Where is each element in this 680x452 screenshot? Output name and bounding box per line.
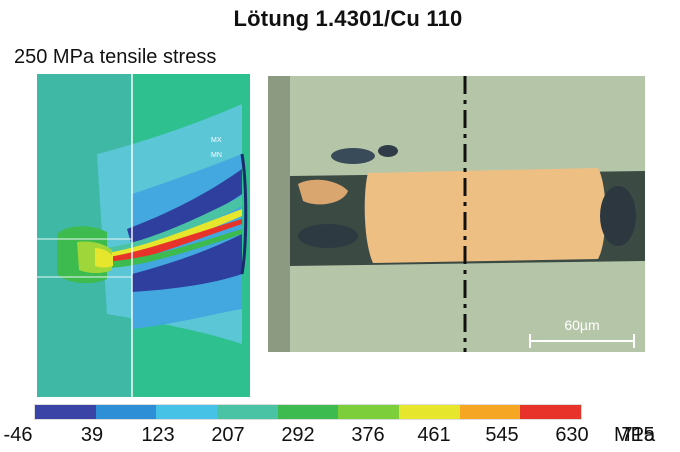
colorbar-ticks: -46 39 123 207 292 376 461 545 630 715 [0,424,680,448]
colorbar-segment [338,405,400,419]
colorbar-segment [217,405,278,419]
fe-edge-curve [240,153,248,275]
micrograph-image: 60µm [268,76,645,352]
tick-label: -46 [3,424,33,446]
micrograph-copper-fragment [298,179,348,205]
fe-mark-mn: MN [211,152,222,159]
tick-label: 292 [281,424,315,446]
fe-streak-green-lower [103,229,242,268]
micrograph-spot-4 [600,186,636,246]
fe-band-upper [127,169,242,246]
fe-streak-yellow [99,209,242,262]
colorbar-segment [35,405,96,419]
micrograph-spot-3 [298,224,358,248]
tick-label: 123 [141,424,175,446]
fe-streak-red [101,219,242,264]
figure-subtitle: 250 MPa tensile stress [14,46,217,68]
tick-label: 545 [485,424,519,446]
colorbar-segment [156,405,218,419]
colorbar-segment [277,405,339,419]
tick-label: 376 [351,424,385,446]
tick-label: 207 [211,424,245,446]
micrograph-spot-2 [378,145,398,157]
micrograph-spot-1 [331,148,375,164]
scale-bar-label: 60µm [564,317,599,333]
tick-label: 39 [80,424,104,446]
unit-label: MPa [614,424,656,446]
tick-label: 630 [555,424,589,446]
fe-streak-green [97,196,242,259]
fe-mark-mx: MX [211,137,222,144]
colorbar-segment [520,405,582,419]
micrograph-left-edge [268,76,290,352]
tick-label: 715 [621,424,655,446]
colorbar-segment [399,405,460,419]
micrograph-copper [364,168,606,263]
fe-stress-plot: MX MN [37,74,250,397]
colorbar-segment [95,405,157,419]
colorbar-segment [459,405,521,419]
fe-gap-peak [95,248,113,268]
stress-colorbar [34,404,582,420]
figure-title: Lötung 1.4301/Cu 110 [233,6,463,31]
tick-label: 461 [417,424,451,446]
fe-band-lower [132,234,242,292]
